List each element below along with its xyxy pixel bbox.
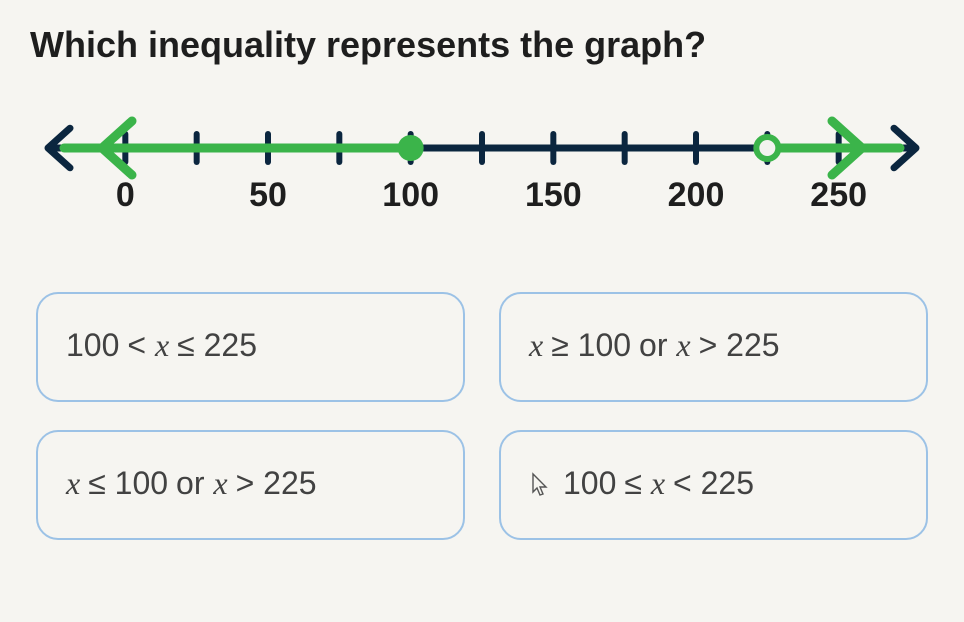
conj: or: [639, 327, 676, 363]
answer-grid: 100 < x ≤ 225 x ≥ 100 or x > 225 x ≤ 100…: [30, 292, 934, 540]
answer-option-b[interactable]: x ≥ 100 or x > 225: [499, 292, 928, 402]
op: ≤: [177, 327, 203, 363]
val: 225: [204, 327, 257, 363]
op: ≥: [551, 327, 577, 363]
val: 100: [66, 327, 119, 363]
var: x: [676, 327, 690, 363]
svg-text:50: 50: [249, 176, 287, 214]
cursor-icon: [529, 472, 551, 498]
val: 225: [263, 465, 316, 501]
op: ≤: [624, 465, 650, 501]
var: x: [529, 327, 543, 363]
op: >: [699, 327, 727, 363]
svg-text:250: 250: [810, 176, 867, 214]
answer-option-d[interactable]: 100 ≤ x < 225: [499, 430, 928, 540]
conj: or: [176, 465, 213, 501]
var: x: [155, 327, 169, 363]
svg-text:150: 150: [525, 176, 582, 214]
answer-option-c[interactable]: x ≤ 100 or x > 225: [36, 430, 465, 540]
op: >: [236, 465, 264, 501]
svg-text:100: 100: [382, 176, 439, 214]
svg-text:200: 200: [668, 176, 725, 214]
number-line-graph: 0 50 100 150 200 250: [30, 102, 934, 252]
var: x: [651, 465, 665, 501]
val: 100: [115, 465, 168, 501]
var: x: [66, 465, 80, 501]
op: ≤: [88, 465, 114, 501]
op: <: [673, 465, 701, 501]
op: <: [127, 327, 155, 363]
val: 100: [563, 465, 616, 501]
svg-text:0: 0: [116, 176, 135, 214]
var: x: [213, 465, 227, 501]
question-text: Which inequality represents the graph?: [30, 24, 934, 66]
answer-option-a[interactable]: 100 < x ≤ 225: [36, 292, 465, 402]
val: 225: [701, 465, 754, 501]
val: 225: [726, 327, 779, 363]
val: 100: [578, 327, 631, 363]
